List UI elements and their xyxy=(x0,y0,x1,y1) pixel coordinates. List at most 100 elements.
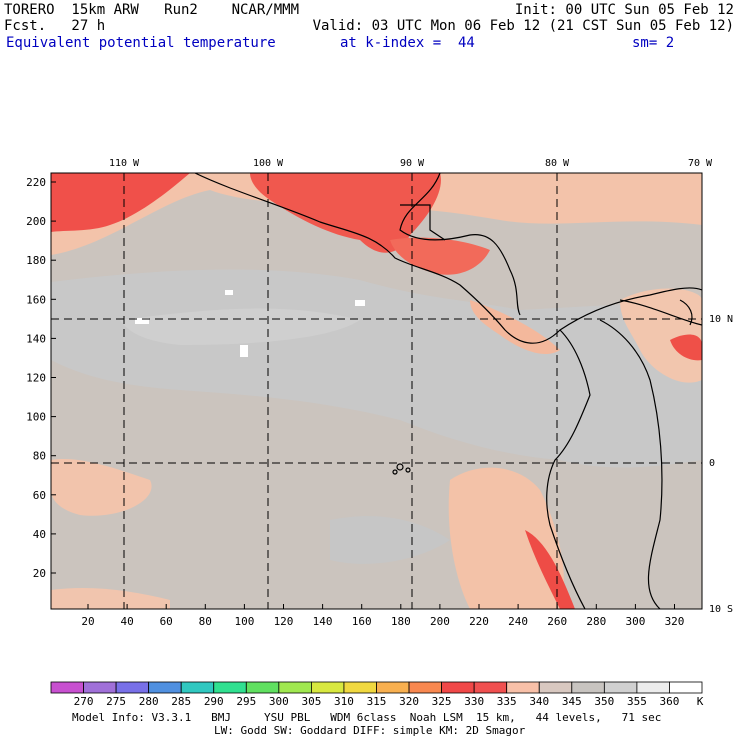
y-tick-label: 60 xyxy=(33,489,46,502)
colorbar-label: 335 xyxy=(497,695,517,708)
x-tick-label: 140 xyxy=(313,615,333,628)
colorbar-label: 300 xyxy=(269,695,289,708)
graticule xyxy=(51,173,702,609)
colorbar-swatch xyxy=(538,681,573,694)
border-venezuela xyxy=(619,299,702,326)
colorbar-label: 345 xyxy=(562,695,582,708)
lat-label-0: 0 xyxy=(709,458,715,469)
colorbar-label: 275 xyxy=(106,695,126,708)
coastline-maracaibo xyxy=(679,299,693,326)
x-tick-label: 200 xyxy=(430,615,450,628)
x-tick-label: 60 xyxy=(160,615,173,628)
lat-label-10s: 10 S xyxy=(709,604,733,615)
lon-labels: 110 W 100 W 90 W 80 W 70 W xyxy=(109,158,713,169)
colorbar-swatch xyxy=(180,681,215,694)
x-axis: 20 40 60 80 100 120 140 160 180 200 220 240 260 280 30… xyxy=(81,604,684,628)
x-tick-label: 300 xyxy=(625,615,645,628)
field-patch-350a xyxy=(120,308,360,345)
field-nw-330 xyxy=(51,173,190,232)
field-ne-340 xyxy=(620,288,702,383)
x-tick-label: 280 xyxy=(586,615,606,628)
map-field xyxy=(51,173,702,609)
x-tick-label: 160 xyxy=(352,615,372,628)
colorbar-swatch xyxy=(213,681,247,694)
x-tick-label: 20 xyxy=(81,615,94,628)
footer-model-info: Model Info: V3.3.1 BMJ YSU PBL WDM 6clas… xyxy=(72,711,662,724)
field-title: Equivalent potential temperature xyxy=(6,35,276,51)
field-north-340 xyxy=(51,173,702,255)
colorbar-swatch xyxy=(571,681,605,694)
field-venezuela-330 xyxy=(670,334,702,361)
lon-label-100w: 100 W xyxy=(253,158,284,169)
colorbar-label: 325 xyxy=(432,695,452,708)
y-tick-label: 40 xyxy=(33,528,46,541)
x-tick-label: 260 xyxy=(547,615,567,628)
colorbar-unit: K xyxy=(697,695,704,708)
colorbar-swatch xyxy=(408,681,442,694)
colorbar-label: 360 xyxy=(660,695,680,708)
colorbar-swatch xyxy=(278,681,312,694)
coastlines xyxy=(194,173,702,609)
colorbar-label: 320 xyxy=(399,695,419,708)
field-sw-340 xyxy=(51,459,152,516)
x-tick-label: 100 xyxy=(234,615,254,628)
x-tick-label: 180 xyxy=(391,615,411,628)
colorbar-label: 285 xyxy=(171,695,191,708)
y-tick-label: 180 xyxy=(26,254,46,267)
colorbar-label: 305 xyxy=(301,695,321,708)
y-tick-label: 100 xyxy=(26,411,46,424)
galapagos-island-c xyxy=(392,469,398,475)
map-frame xyxy=(50,172,703,610)
colorbar-label: 270 xyxy=(74,695,94,708)
colorbar-swatch xyxy=(506,681,540,694)
colorbar-label: 340 xyxy=(529,695,549,708)
x-tick-label: 320 xyxy=(665,615,685,628)
colorbar-label: 350 xyxy=(594,695,614,708)
coastline-south-america-west xyxy=(546,329,591,609)
header-valid-time: Valid: 03 UTC Mon 06 Feb 12 (21 CST Sun … xyxy=(312,18,734,34)
colorbar-swatch xyxy=(83,681,117,694)
y-tick-label: 80 xyxy=(33,450,46,463)
border-guatemala-belize xyxy=(400,204,446,241)
colorbar-swatch xyxy=(441,681,475,694)
field-peru-coast-330 xyxy=(525,530,575,609)
colorbar-label: 310 xyxy=(334,695,354,708)
colorbar-label: 295 xyxy=(236,695,256,708)
colorbar-label: 290 xyxy=(204,695,224,708)
header-run-info: TORERO 15km ARW Run2 NCAR/MMM xyxy=(4,2,300,18)
footer-physics-info: LW: Godd SW: Goddard DIFF: simple KM: 2D… xyxy=(214,724,526,737)
x-tick-label: 120 xyxy=(274,615,294,628)
x-tick-label: 40 xyxy=(120,615,133,628)
lon-label-110w: 110 W xyxy=(109,158,140,169)
colorbar-swatch xyxy=(115,681,150,694)
y-axis: 220 200 180 160 140 120 100 80 60 40 20 xyxy=(26,176,56,580)
lon-label-80w: 80 W xyxy=(545,158,570,169)
colorbar: 270 275 280 285 290 295 300 305 310 315 320 325 330 3… xyxy=(50,681,703,708)
colorbar-swatch xyxy=(310,681,345,694)
field-speck-360c xyxy=(225,290,233,295)
field-patch-350b xyxy=(330,516,450,564)
colorbar-swatch xyxy=(376,681,410,694)
galapagos-island-b xyxy=(405,467,411,473)
colorbar-label: 330 xyxy=(464,695,484,708)
border-colombia-ecuador-peru xyxy=(599,319,663,609)
level-label: at k-index = 44 xyxy=(340,35,475,51)
y-tick-label: 120 xyxy=(26,372,46,385)
field-mexico-330 xyxy=(250,173,441,253)
header-forecast-hour: Fcst. 27 h xyxy=(4,18,106,34)
y-tick-label: 200 xyxy=(26,215,46,228)
smoothing-label: sm= 2 xyxy=(632,35,675,51)
colorbar-swatch xyxy=(245,681,280,694)
y-tick-label: 160 xyxy=(26,293,46,306)
colorbar-swatch xyxy=(148,681,182,694)
field-speck-360b xyxy=(240,345,248,357)
colorbar-swatch xyxy=(669,681,703,694)
y-tick-label: 20 xyxy=(33,567,46,580)
colorbar-swatch xyxy=(603,681,638,694)
coastline-pacific-central xyxy=(194,173,702,344)
colorbar-swatch xyxy=(473,681,508,694)
colorbar-swatch xyxy=(343,681,377,694)
field-costa-rica-335 xyxy=(470,300,560,355)
lon-label-90w: 90 W xyxy=(400,158,425,169)
